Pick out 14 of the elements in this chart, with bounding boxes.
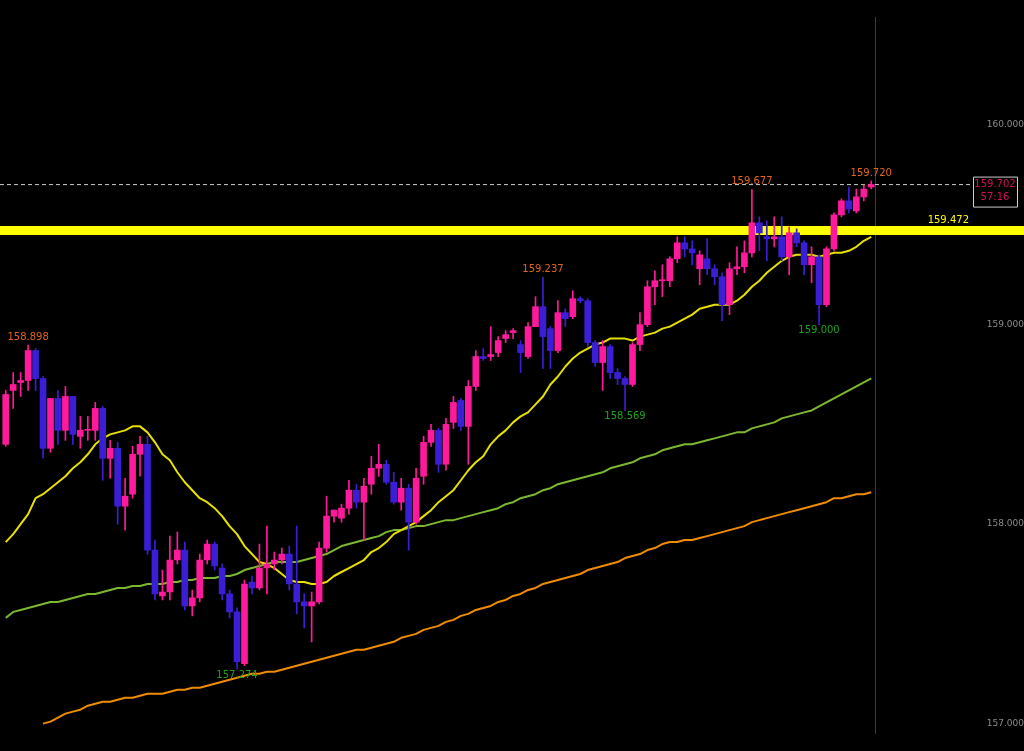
annotation: 158.569 [604,410,646,422]
y-tick-label: 159.000 [986,318,1024,329]
ref-line-label: 159.702 [974,178,1016,190]
annotation: 159.237 [522,262,564,274]
annotation: 158.898 [7,330,49,342]
annotation: 159.720 [850,166,892,178]
annotation: 159.000 [798,324,840,336]
y-tick-label: 157.000 [986,717,1024,728]
annotation: 157.274 [216,668,258,680]
annotation: 159.677 [731,175,773,187]
y-tick-label: 160.000 [986,119,1024,130]
text: 57:16 [980,191,1010,203]
y-tick-label: 158.000 [986,518,1024,529]
ref-line-label: 159.472 [927,214,969,226]
